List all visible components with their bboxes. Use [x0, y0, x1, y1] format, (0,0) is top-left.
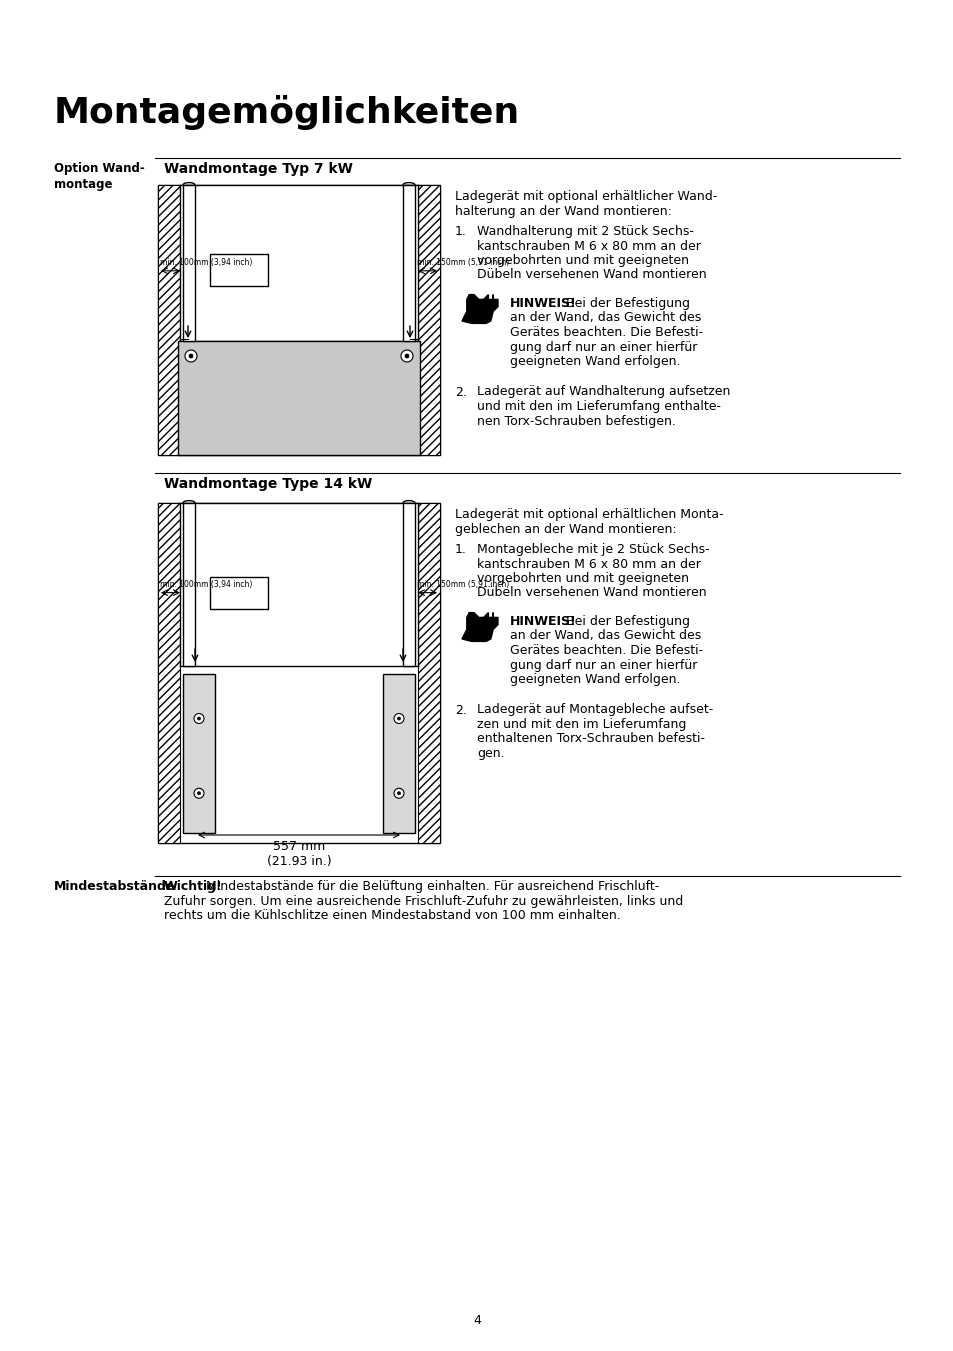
Circle shape	[197, 792, 200, 794]
Text: (21.93 in.): (21.93 in.)	[267, 855, 331, 867]
Text: Mindestabstände: Mindestabstände	[54, 880, 175, 893]
Text: nen Torx-Schrauben befestigen.: nen Torx-Schrauben befestigen.	[476, 415, 675, 427]
Text: gen.: gen.	[476, 747, 504, 761]
Text: Mindestabstände für die Belüftung einhalten. Für ausreichend Frischluft-: Mindestabstände für die Belüftung einhal…	[206, 880, 659, 893]
Polygon shape	[461, 612, 497, 642]
Bar	[183, 674, 214, 834]
Text: vorgebohrten und mit geeigneten: vorgebohrten und mit geeigneten	[476, 254, 688, 267]
Bar	[402, 185, 415, 340]
Text: halterung an der Wand montieren:: halterung an der Wand montieren:	[455, 204, 671, 218]
Text: kantschrauben M 6 x 80 mm an der: kantschrauben M 6 x 80 mm an der	[476, 558, 700, 570]
Text: 1.: 1.	[455, 543, 466, 557]
Circle shape	[397, 792, 400, 794]
Text: Wandhalterung mit 2 Stück Sechs-: Wandhalterung mit 2 Stück Sechs-	[476, 226, 693, 238]
Text: Ladegerät mit optional erhältlichen Monta-: Ladegerät mit optional erhältlichen Mont…	[455, 508, 723, 521]
Bar	[183, 503, 194, 666]
Bar	[180, 503, 417, 666]
Circle shape	[397, 717, 400, 720]
Text: geblechen an der Wand montieren:: geblechen an der Wand montieren:	[455, 523, 676, 535]
Text: Montagemöglichkeiten: Montagemöglichkeiten	[54, 95, 519, 130]
Text: Wandmontage Typ 7 kW: Wandmontage Typ 7 kW	[164, 162, 353, 176]
Bar	[210, 577, 268, 609]
Bar	[417, 185, 439, 455]
Bar	[183, 185, 194, 340]
Text: montage: montage	[54, 178, 112, 190]
Circle shape	[394, 788, 403, 798]
Text: an der Wand, das Gewicht des: an der Wand, das Gewicht des	[510, 630, 700, 643]
Text: Wandmontage Type 14 kW: Wandmontage Type 14 kW	[164, 477, 372, 490]
Circle shape	[193, 713, 204, 724]
Text: min. 100mm (3,94 inch): min. 100mm (3,94 inch)	[160, 580, 253, 589]
Polygon shape	[461, 295, 497, 323]
Text: an der Wand, das Gewicht des: an der Wand, das Gewicht des	[510, 312, 700, 324]
Text: geeigneten Wand erfolgen.: geeigneten Wand erfolgen.	[510, 355, 679, 367]
Bar	[178, 340, 419, 455]
Circle shape	[189, 354, 193, 358]
Circle shape	[394, 713, 403, 724]
Text: 2.: 2.	[455, 704, 466, 716]
Text: Gerätes beachten. Die Befesti-: Gerätes beachten. Die Befesti-	[510, 326, 702, 339]
Bar	[158, 503, 439, 843]
Text: rechts um die Kühlschlitze einen Mindestabstand von 100 mm einhalten.: rechts um die Kühlschlitze einen Mindest…	[164, 909, 620, 921]
Text: Dübeln versehenen Wand montieren: Dübeln versehenen Wand montieren	[476, 586, 706, 600]
Text: Ladegerät auf Montagebleche aufset-: Ladegerät auf Montagebleche aufset-	[476, 704, 713, 716]
Circle shape	[185, 350, 196, 362]
Text: Dübeln versehenen Wand montieren: Dübeln versehenen Wand montieren	[476, 269, 706, 281]
Text: HINWEIS!: HINWEIS!	[510, 297, 577, 309]
Text: Bei der Befestigung: Bei der Befestigung	[561, 297, 689, 309]
Text: vorgebohrten und mit geeigneten: vorgebohrten und mit geeigneten	[476, 571, 688, 585]
Text: Gerätes beachten. Die Befesti-: Gerätes beachten. Die Befesti-	[510, 644, 702, 657]
Text: Ladegerät auf Wandhalterung aufsetzen: Ladegerät auf Wandhalterung aufsetzen	[476, 385, 730, 399]
Text: gung darf nur an einer hierfür: gung darf nur an einer hierfür	[510, 340, 697, 354]
Bar	[382, 674, 415, 834]
Text: enthaltenen Torx-Schrauben befesti-: enthaltenen Torx-Schrauben befesti-	[476, 732, 704, 746]
Text: Bei der Befestigung: Bei der Befestigung	[561, 615, 689, 628]
Text: Montagebleche mit je 2 Stück Sechs-: Montagebleche mit je 2 Stück Sechs-	[476, 543, 709, 557]
Bar	[158, 185, 180, 455]
Text: Wichtig!: Wichtig!	[164, 880, 222, 893]
Text: und mit den im Lieferumfang enthalte-: und mit den im Lieferumfang enthalte-	[476, 400, 720, 413]
Bar	[402, 503, 415, 666]
Circle shape	[405, 354, 409, 358]
Text: min. 150mm (5,91 inch): min. 150mm (5,91 inch)	[416, 580, 509, 589]
Circle shape	[400, 350, 413, 362]
Bar	[210, 254, 268, 286]
Text: gung darf nur an einer hierfür: gung darf nur an einer hierfür	[510, 658, 697, 671]
Circle shape	[193, 788, 204, 798]
Text: zen und mit den im Lieferumfang: zen und mit den im Lieferumfang	[476, 717, 685, 731]
Text: min. 100mm (3,94 inch): min. 100mm (3,94 inch)	[160, 258, 253, 266]
Circle shape	[197, 717, 200, 720]
Text: geeigneten Wand erfolgen.: geeigneten Wand erfolgen.	[510, 673, 679, 686]
Text: kantschrauben M 6 x 80 mm an der: kantschrauben M 6 x 80 mm an der	[476, 239, 700, 253]
Text: Zufuhr sorgen. Um eine ausreichende Frischluft-Zufuhr zu gewährleisten, links un: Zufuhr sorgen. Um eine ausreichende Fris…	[164, 894, 682, 908]
Bar	[158, 503, 180, 843]
Text: HINWEIS!: HINWEIS!	[510, 615, 577, 628]
Bar	[158, 185, 439, 455]
Bar	[180, 185, 417, 340]
Text: 557 mm: 557 mm	[273, 840, 325, 852]
Text: Ladegerät mit optional erhältlicher Wand-: Ladegerät mit optional erhältlicher Wand…	[455, 190, 717, 203]
Text: Option Wand-: Option Wand-	[54, 162, 145, 176]
Bar	[417, 503, 439, 843]
Text: 4: 4	[473, 1313, 480, 1327]
Text: 2.: 2.	[455, 385, 466, 399]
Text: min. 150mm (5,91 inch): min. 150mm (5,91 inch)	[416, 258, 509, 266]
Text: 1.: 1.	[455, 226, 466, 238]
